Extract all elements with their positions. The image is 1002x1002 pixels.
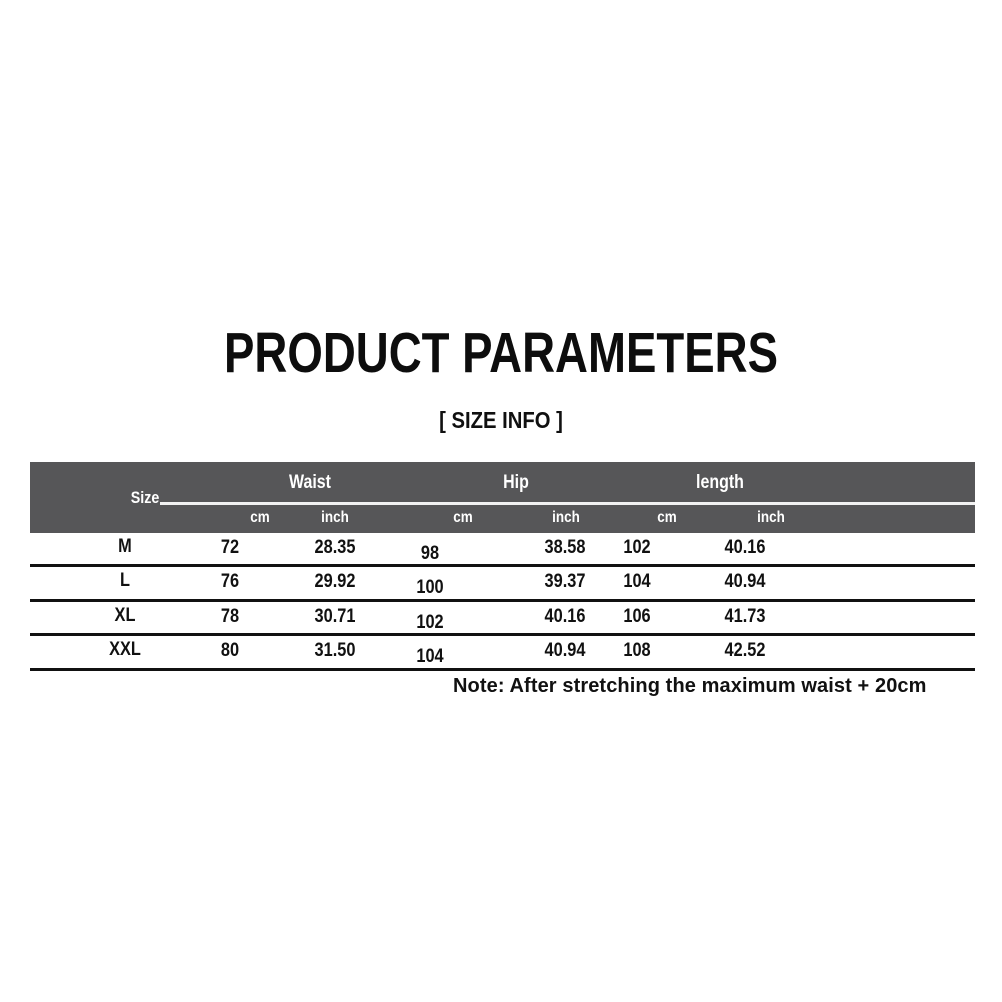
header-unit-waist-inch: inch — [321, 509, 349, 526]
header-group-hip: Hip — [503, 472, 529, 493]
cell-length-inch: 40.94 — [724, 571, 766, 593]
header-group-waist: Waist — [289, 472, 331, 493]
cell-waist-cm: 72 — [220, 537, 240, 558]
cell-length-cm: 104 — [623, 571, 651, 593]
cell-hip-cm: 102 — [416, 611, 444, 633]
cell-hip-inch: 40.94 — [544, 640, 586, 662]
cell-hip-cm: 104 — [416, 646, 444, 668]
cell-length-inch: 42.52 — [724, 640, 766, 662]
table-header: Size Waist Hip length cm inch cm inch cm… — [30, 462, 975, 533]
table-body: M 72 28.35 98 38.58 102 40.16 L 76 29.92… — [30, 533, 975, 671]
cell-waist-inch: 31.50 — [314, 640, 356, 662]
cell-hip-cm: 98 — [420, 543, 440, 564]
header-unit-hip-inch: inch — [552, 509, 580, 526]
cell-length-inch: 41.73 — [724, 605, 766, 627]
cell-size: XL — [114, 604, 136, 626]
cell-size: M — [118, 536, 132, 557]
cell-size: XXL — [109, 639, 141, 661]
page-title: PRODUCT PARAMETERS — [224, 321, 778, 385]
cell-hip-inch: 38.58 — [544, 537, 586, 558]
size-chart-table: Size Waist Hip length cm inch cm inch cm… — [30, 462, 975, 671]
cell-length-cm: 106 — [623, 605, 651, 627]
header-size: Size — [130, 488, 160, 507]
table-row: XL 78 30.71 102 40.16 106 41.73 — [30, 602, 975, 637]
cell-waist-cm: 78 — [220, 605, 240, 627]
header-divider-rule — [160, 502, 975, 505]
cell-hip-inch: 39.37 — [544, 571, 586, 593]
cell-waist-inch: 28.35 — [314, 537, 356, 558]
cell-waist-cm: 80 — [220, 640, 240, 662]
table-row: L 76 29.92 100 39.37 104 40.94 — [30, 567, 975, 602]
header-unit-hip-cm: cm — [453, 509, 473, 526]
cell-hip-inch: 40.16 — [544, 605, 586, 627]
cell-waist-inch: 29.92 — [314, 571, 356, 593]
cell-length-cm: 102 — [623, 537, 651, 558]
cell-waist-inch: 30.71 — [314, 605, 356, 627]
table-row: M 72 28.35 98 38.58 102 40.16 — [30, 533, 975, 568]
header-unit-length-inch: inch — [757, 509, 785, 526]
cell-waist-cm: 76 — [220, 571, 240, 593]
header-group-length: length — [696, 472, 744, 493]
cell-length-inch: 40.16 — [724, 537, 766, 558]
cell-size: L — [120, 570, 130, 592]
header-unit-waist-cm: cm — [250, 509, 270, 526]
size-info-subtitle: [ SIZE INFO ] — [439, 407, 563, 433]
size-note: Note: After stretching the maximum waist… — [453, 675, 927, 697]
cell-length-cm: 108 — [623, 640, 651, 662]
header-unit-length-cm: cm — [657, 509, 677, 526]
table-row: XXL 80 31.50 104 40.94 108 42.52 — [30, 636, 975, 671]
cell-hip-cm: 100 — [416, 577, 444, 599]
